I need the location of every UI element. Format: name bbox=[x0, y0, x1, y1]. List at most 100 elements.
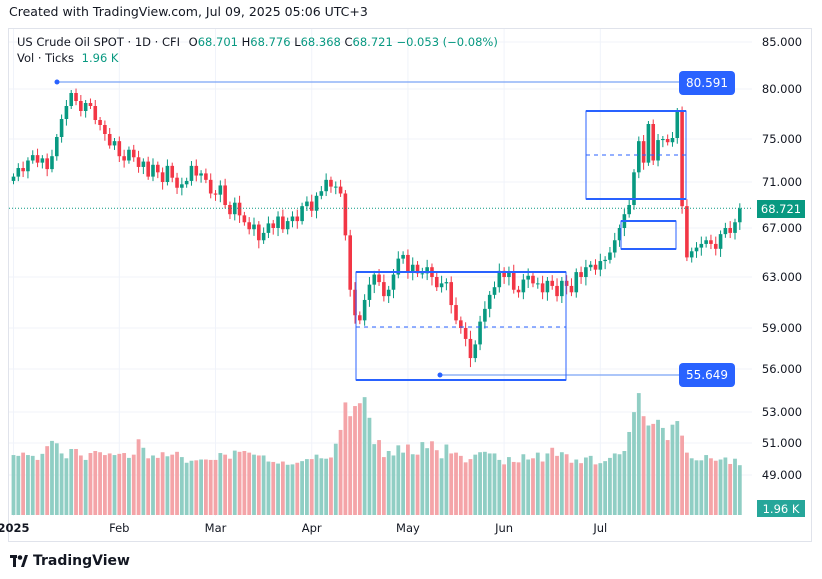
y-tick-label: 56.000 bbox=[762, 362, 802, 376]
candle-body bbox=[194, 165, 199, 176]
volume-bar bbox=[723, 457, 728, 515]
volume-bar bbox=[386, 451, 391, 515]
candle-body bbox=[170, 165, 175, 178]
candle-body bbox=[319, 191, 324, 196]
volume-bar bbox=[718, 459, 723, 515]
tradingview-logo[interactable]: TradingView bbox=[10, 553, 130, 569]
candle-body bbox=[511, 272, 516, 290]
volume-bar bbox=[11, 455, 16, 515]
candle-body bbox=[353, 289, 357, 316]
volume-bar bbox=[160, 452, 165, 515]
candle-body bbox=[285, 221, 290, 230]
volume-bar bbox=[357, 403, 362, 515]
candle-body bbox=[228, 205, 232, 215]
y-tick-label: 71.000 bbox=[762, 175, 802, 189]
candle-body bbox=[637, 141, 641, 173]
symbol-legend[interactable]: US Crude Oil SPOT · 1D · CFI O68.701 H68… bbox=[17, 35, 498, 49]
volume-badge bbox=[757, 500, 805, 517]
volume-value: 1.96 K bbox=[763, 502, 800, 516]
candle-body bbox=[661, 139, 665, 141]
volume-title[interactable]: Vol · Ticks bbox=[17, 51, 75, 65]
close-value: 68.721 bbox=[352, 35, 393, 49]
volume-bar bbox=[569, 462, 574, 515]
volume-bar bbox=[406, 444, 410, 515]
volume-bar bbox=[155, 457, 160, 515]
low-label: L bbox=[294, 35, 301, 49]
volume-bar bbox=[69, 448, 74, 515]
volume-bar bbox=[579, 463, 583, 515]
candle-body bbox=[112, 141, 117, 146]
volume-bar bbox=[434, 450, 439, 515]
y-tick-label: 59.000 bbox=[762, 321, 802, 335]
volume-bar bbox=[88, 453, 93, 515]
volume-bars bbox=[11, 393, 742, 515]
volume-bar bbox=[64, 458, 69, 515]
candle-body bbox=[569, 285, 574, 293]
volume-bar bbox=[526, 459, 531, 515]
candle-body bbox=[656, 140, 660, 161]
candle-body bbox=[74, 93, 78, 101]
candle-body bbox=[122, 156, 126, 161]
drawing-tools bbox=[54, 79, 687, 381]
candle-body bbox=[434, 277, 439, 288]
open-value: 68.701 bbox=[197, 35, 238, 49]
volume-bar bbox=[319, 458, 324, 515]
candle-body bbox=[632, 172, 636, 205]
tradingview-brand: TradingView bbox=[33, 553, 130, 569]
y-tick-label: 63.000 bbox=[762, 270, 802, 284]
candle-body bbox=[237, 202, 242, 216]
volume-legend[interactable]: Vol · Ticks 1.96 K bbox=[17, 51, 118, 65]
candle-body bbox=[713, 243, 718, 249]
volume-bar bbox=[343, 402, 348, 515]
x-tick-label: Jul bbox=[592, 521, 607, 535]
volume-bar bbox=[670, 424, 675, 515]
chart-frame bbox=[8, 28, 812, 542]
volume-bar bbox=[237, 451, 242, 515]
candle-body bbox=[584, 267, 588, 277]
volume-bar bbox=[482, 451, 487, 515]
symbol-title[interactable]: US Crude Oil SPOT · 1D · CFI bbox=[17, 35, 180, 49]
candle-body bbox=[593, 264, 598, 270]
volume-bar bbox=[641, 416, 646, 515]
volume-bar bbox=[540, 461, 545, 515]
volume-bar bbox=[21, 452, 26, 515]
candle-body bbox=[540, 283, 545, 293]
candle-body bbox=[420, 273, 425, 275]
candle-body bbox=[165, 165, 170, 182]
volume-bar bbox=[276, 463, 280, 515]
volume-bar bbox=[516, 462, 521, 515]
candle-body bbox=[709, 240, 713, 244]
candle-body bbox=[487, 294, 492, 309]
candle-body bbox=[401, 254, 405, 259]
candle-body bbox=[718, 234, 723, 249]
time-axis: 2025 Feb Mar Apr May Jun Jul bbox=[0, 521, 607, 535]
candle-body bbox=[305, 201, 309, 207]
candle-body bbox=[502, 270, 506, 277]
volume-bar bbox=[314, 454, 319, 515]
price-label-80591-box bbox=[679, 71, 735, 95]
volume-bar bbox=[266, 461, 271, 515]
volume-bar bbox=[338, 429, 343, 515]
candle-body bbox=[473, 344, 478, 359]
candle-body bbox=[685, 206, 689, 258]
volume-bar bbox=[588, 455, 593, 515]
volume-bar bbox=[290, 464, 295, 515]
candle-body bbox=[478, 321, 482, 345]
high-label: H bbox=[241, 35, 251, 49]
volume-bar bbox=[261, 455, 266, 515]
candle-body bbox=[358, 315, 362, 321]
candle-body bbox=[694, 247, 699, 252]
volume-bar bbox=[728, 463, 733, 515]
candle-body bbox=[516, 289, 521, 293]
volume-bar bbox=[194, 460, 199, 515]
volume-bar bbox=[660, 427, 665, 515]
volume-bar bbox=[733, 458, 737, 515]
volume-bar bbox=[54, 443, 59, 515]
volume-bar bbox=[98, 452, 102, 515]
candle-body bbox=[483, 308, 487, 322]
volume-bar bbox=[208, 459, 213, 515]
price-axis: 85.000 80.000 75.000 71.000 67.000 63.000 59.0… bbox=[762, 35, 802, 482]
volume-bar bbox=[449, 453, 454, 515]
volume-bar bbox=[622, 451, 627, 515]
